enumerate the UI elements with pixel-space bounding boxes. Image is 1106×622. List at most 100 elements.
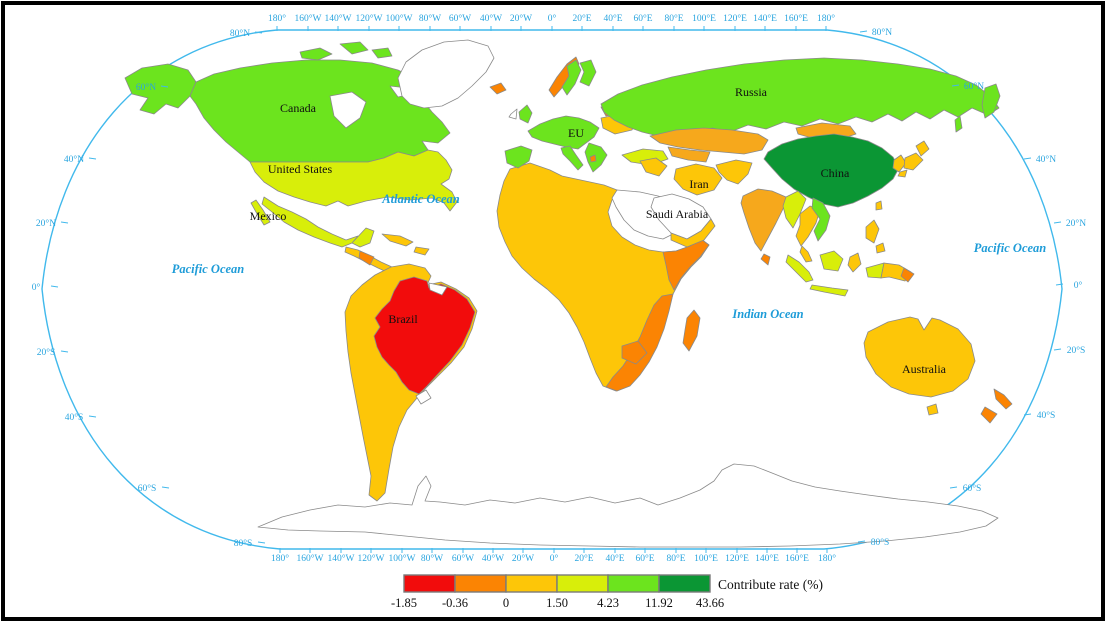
- region-japan-north: [915, 140, 930, 157]
- region-yemen-oman: [670, 218, 716, 248]
- region-greenland: [397, 39, 495, 109]
- latitude-tick: [1023, 413, 1032, 416]
- longitude-label: 100°W: [385, 13, 412, 24]
- region-australia: [863, 316, 976, 398]
- latitude-tick: [859, 30, 868, 33]
- longitude-label: 0°: [548, 13, 557, 24]
- latitude-tick: [88, 415, 97, 418]
- longitude-label: 20°W: [510, 13, 532, 24]
- latitude-label: 80°S: [234, 538, 253, 549]
- legend-break-value: 1.50: [546, 596, 568, 610]
- region-antarctica: [257, 463, 999, 548]
- latitude-label: 40°N: [1036, 154, 1056, 165]
- longitude-label: 140°W: [324, 13, 351, 24]
- region-ireland: [508, 108, 518, 120]
- latitude-label: 0°: [1074, 280, 1083, 291]
- region-iran: [673, 163, 723, 196]
- latitude-tick: [949, 486, 958, 489]
- region-zambia-zimbabwe: [621, 340, 648, 365]
- latitude-tick: [1055, 283, 1064, 286]
- longitude-label: 80°W: [421, 553, 443, 564]
- country-label: EU: [568, 126, 584, 140]
- longitude-label: 140°E: [753, 13, 777, 24]
- longitude-label: 40°E: [603, 13, 622, 24]
- legend-swatch-dark-green: [658, 574, 711, 593]
- country-label: Brazil: [388, 312, 418, 326]
- longitude-label: 60°W: [452, 553, 474, 564]
- region-balkans: [584, 142, 608, 173]
- region-sweden: [561, 59, 582, 96]
- region-iraq-syria: [639, 157, 668, 177]
- region-arctic-island-1: [299, 47, 333, 61]
- region-malay-peninsula: [799, 245, 813, 263]
- latitude-tick: [161, 486, 170, 489]
- ocean-label: Atlantic Ocean: [381, 192, 459, 206]
- latitude-tick: [60, 350, 69, 353]
- country-label: Australia: [902, 362, 947, 376]
- region-baja: [250, 199, 271, 226]
- longitude-label: 60°E: [635, 553, 654, 564]
- region-pakistan-afghanistan: [715, 159, 753, 185]
- country-label: Iran: [689, 177, 708, 191]
- longitude-label: 100°E: [694, 553, 718, 564]
- latitude-label: 60°N: [964, 81, 984, 92]
- longitude-label: 20°W: [512, 553, 534, 564]
- region-sakhalin: [954, 115, 963, 133]
- region-kamchatka: [981, 83, 1001, 119]
- longitude-label: 120°W: [357, 553, 384, 564]
- region-iceland: [489, 82, 507, 95]
- legend-break-value: 43.66: [696, 596, 724, 610]
- longitude-label: 60°E: [633, 13, 652, 24]
- latitude-label: 80°N: [872, 27, 892, 38]
- region-canada: [189, 59, 451, 163]
- region-cuba: [381, 233, 414, 247]
- longitude-label: 60°W: [449, 13, 471, 24]
- ocean-label: Pacific Ocean: [974, 241, 1047, 255]
- latitude-label: 20°S: [1067, 345, 1086, 356]
- latitude-tick: [857, 540, 866, 543]
- longitude-label: 140°W: [327, 553, 354, 564]
- region-arctic-island-3: [371, 47, 393, 59]
- region-myanmar: [782, 190, 807, 229]
- latitude-label: 60°N: [136, 82, 156, 93]
- legend-swatch-light-green: [607, 574, 660, 593]
- ocean-label: Indian Ocean: [731, 307, 803, 321]
- longitude-label: 140°E: [755, 553, 779, 564]
- region-albania: [589, 154, 597, 163]
- legend-title: Contribute rate (%): [718, 577, 823, 592]
- longitude-label: 120°E: [725, 553, 749, 564]
- country-label: Mexico: [250, 209, 287, 223]
- longitude-label: 160°E: [784, 13, 808, 24]
- region-kazakhstan: [649, 127, 769, 155]
- region-png-east: [900, 267, 915, 283]
- region-united-states: [249, 149, 458, 212]
- region-hispaniola: [413, 246, 430, 256]
- latitude-tick: [50, 285, 59, 288]
- country-label: China: [821, 166, 850, 180]
- longitude-label: 180°: [817, 13, 835, 24]
- country-labels: Canada United States Mexico Brazil Russia EU I…: [250, 85, 947, 376]
- region-philippines-south: [875, 242, 886, 254]
- region-finland: [579, 59, 597, 87]
- region-uruguay: [415, 389, 432, 405]
- country-label: Saudi Arabia: [646, 207, 709, 221]
- legend-break-value: -0.36: [442, 596, 468, 610]
- latitude-tick: [1023, 157, 1032, 160]
- longitude-label: 0°: [550, 553, 559, 564]
- legend: -1.85 -0.36 0 1.50 4.23 11.92 43.66 Contribute…: [391, 574, 823, 610]
- latitude-label: 60°S: [963, 483, 982, 494]
- legend-break-values: -1.85 -0.36 0 1.50 4.23 11.92 43.66: [391, 596, 724, 610]
- latitude-label: 40°S: [65, 412, 84, 423]
- latitude-label: 80°S: [871, 537, 890, 548]
- legend-break-value: 0: [503, 596, 509, 610]
- latitude-tick: [951, 84, 960, 87]
- latitude-label: 20°S: [37, 347, 56, 358]
- region-italy: [560, 145, 584, 171]
- region-sumatra: [785, 254, 814, 283]
- latitude-tick: [1053, 348, 1062, 351]
- region-china: [763, 133, 900, 208]
- longitude-label: 160°W: [296, 553, 323, 564]
- longitude-label: 20°E: [572, 13, 591, 24]
- latitude-label: 80°N: [230, 28, 250, 39]
